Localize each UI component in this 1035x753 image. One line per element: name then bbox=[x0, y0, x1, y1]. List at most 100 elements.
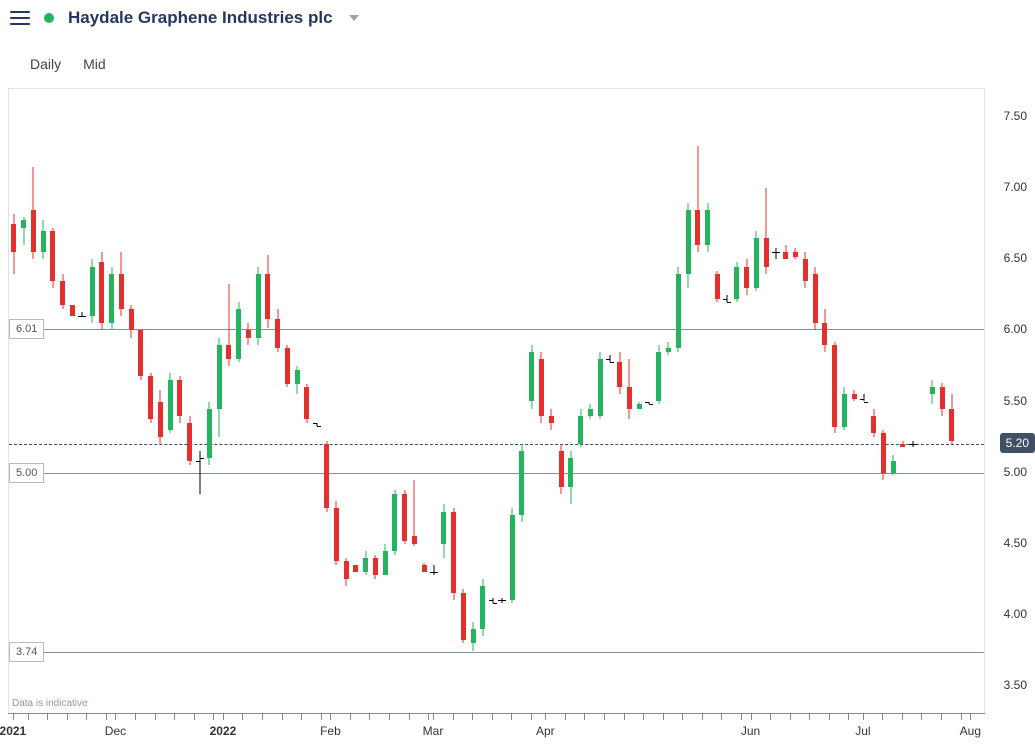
x-minor-tick bbox=[282, 714, 283, 720]
candle bbox=[11, 89, 16, 713]
candle bbox=[900, 89, 905, 713]
x-minor-tick bbox=[702, 714, 703, 720]
x-minor-tick bbox=[28, 714, 29, 720]
chevron-down-icon[interactable] bbox=[349, 15, 359, 21]
candle bbox=[607, 89, 612, 713]
x-minor-tick bbox=[242, 714, 243, 720]
candle bbox=[441, 89, 446, 713]
candle bbox=[617, 89, 622, 713]
current-price-line bbox=[9, 444, 984, 445]
x-minor-tick bbox=[511, 714, 512, 720]
interval-selector[interactable]: Daily bbox=[30, 56, 61, 72]
x-tick-label: Dec bbox=[105, 724, 126, 738]
x-minor-tick bbox=[882, 714, 883, 720]
candle bbox=[412, 89, 417, 713]
market-status-dot bbox=[44, 13, 54, 23]
y-tick-label: 7.00 bbox=[1004, 180, 1027, 194]
x-minor-tick bbox=[902, 714, 903, 720]
x-minor-tick bbox=[301, 714, 302, 720]
candle bbox=[168, 89, 173, 713]
x-axis: 2021Dec2022FebMarAprJunJulAug bbox=[8, 713, 985, 753]
candle bbox=[31, 89, 36, 713]
candle bbox=[461, 89, 466, 713]
candle bbox=[480, 89, 485, 713]
chart-header: Haydale Graphene Industries plc bbox=[0, 0, 1035, 36]
candle bbox=[50, 89, 55, 713]
candle bbox=[510, 89, 515, 713]
candle bbox=[383, 89, 388, 713]
x-minor-tick bbox=[67, 714, 68, 720]
candle bbox=[236, 89, 241, 713]
y-tick-label: 3.50 bbox=[1004, 678, 1027, 692]
x-minor-tick bbox=[433, 714, 434, 720]
candle bbox=[158, 89, 163, 713]
candle bbox=[891, 89, 896, 713]
candle bbox=[99, 89, 104, 713]
x-minor-tick bbox=[751, 714, 752, 720]
candle bbox=[773, 89, 778, 713]
horizontal-level-line bbox=[9, 329, 984, 330]
x-minor-tick bbox=[213, 714, 214, 720]
candle bbox=[70, 89, 75, 713]
x-minor-tick bbox=[970, 714, 971, 720]
candle bbox=[734, 89, 739, 713]
x-minor-tick bbox=[809, 714, 810, 720]
candle bbox=[725, 89, 730, 713]
y-tick-label: 4.50 bbox=[1004, 536, 1027, 550]
x-minor-tick bbox=[790, 714, 791, 720]
hamburger-menu-icon[interactable] bbox=[10, 11, 30, 25]
candle bbox=[764, 89, 769, 713]
candle bbox=[21, 89, 26, 713]
x-tick-label: Aug bbox=[960, 724, 981, 738]
x-tick-label: Jul bbox=[855, 724, 870, 738]
candle bbox=[861, 89, 866, 713]
candle bbox=[842, 89, 847, 713]
x-minor-tick bbox=[770, 714, 771, 720]
candle bbox=[60, 89, 65, 713]
candle bbox=[363, 89, 368, 713]
x-minor-tick bbox=[350, 714, 351, 720]
candle bbox=[940, 89, 945, 713]
candle bbox=[119, 89, 124, 713]
candle bbox=[226, 89, 231, 713]
price-type-selector[interactable]: Mid bbox=[83, 56, 106, 72]
candle bbox=[637, 89, 642, 713]
chart-toolbar: Daily Mid bbox=[30, 56, 106, 72]
y-tick-label: 5.50 bbox=[1004, 394, 1027, 408]
candle bbox=[549, 89, 554, 713]
x-minor-tick bbox=[472, 714, 473, 720]
candle bbox=[686, 89, 691, 713]
candle bbox=[588, 89, 593, 713]
candle bbox=[881, 89, 886, 713]
x-minor-tick bbox=[663, 714, 664, 720]
candle bbox=[109, 89, 114, 713]
x-minor-tick bbox=[545, 714, 546, 720]
candle bbox=[295, 89, 300, 713]
chart-plot-area[interactable]: 6.015.003.74 bbox=[8, 88, 985, 713]
y-tick-label: 7.50 bbox=[1004, 109, 1027, 123]
candle bbox=[539, 89, 544, 713]
candle bbox=[695, 89, 700, 713]
x-minor-tick bbox=[174, 714, 175, 720]
x-minor-tick bbox=[863, 714, 864, 720]
candle bbox=[353, 89, 358, 713]
candle bbox=[793, 89, 798, 713]
candle bbox=[41, 89, 46, 713]
candle bbox=[275, 89, 280, 713]
x-minor-tick bbox=[531, 714, 532, 720]
x-minor-tick bbox=[86, 714, 87, 720]
candle bbox=[422, 89, 427, 713]
x-tick-label: Feb bbox=[320, 724, 341, 738]
x-tick-label: Mar bbox=[423, 724, 444, 738]
x-minor-tick bbox=[741, 714, 742, 720]
x-minor-tick bbox=[409, 714, 410, 720]
candle bbox=[822, 89, 827, 713]
candle bbox=[744, 89, 749, 713]
x-minor-tick bbox=[492, 714, 493, 720]
y-tick-label: 6.00 bbox=[1004, 322, 1027, 336]
candle bbox=[265, 89, 270, 713]
instrument-title[interactable]: Haydale Graphene Industries plc bbox=[68, 8, 333, 28]
y-tick-label: 5.00 bbox=[1004, 465, 1027, 479]
candle bbox=[129, 89, 134, 713]
candle bbox=[217, 89, 222, 713]
